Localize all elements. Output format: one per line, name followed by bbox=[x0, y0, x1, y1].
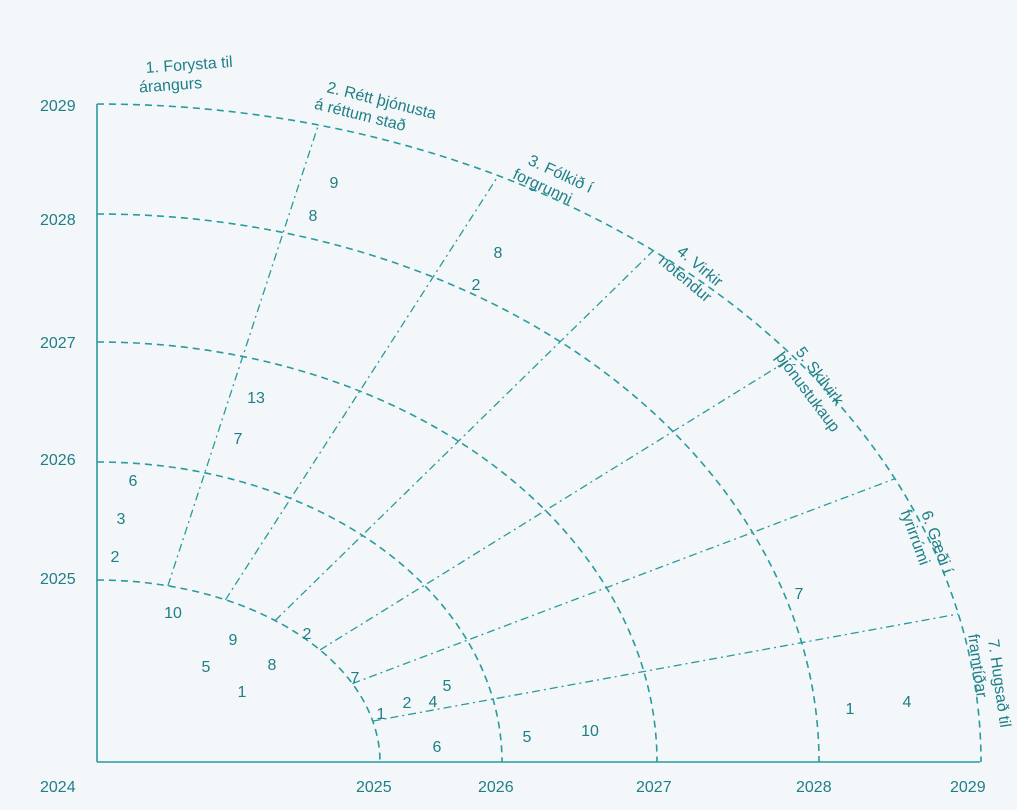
cell-count: 2 bbox=[111, 549, 120, 566]
year-ring-2028 bbox=[96, 213, 820, 763]
cell-count: 10 bbox=[581, 723, 599, 740]
year-label-bottom-2025: 2025 bbox=[356, 779, 392, 796]
year-ring-2027 bbox=[96, 341, 658, 763]
year-ring-2025 bbox=[96, 579, 381, 763]
segment-title-3: 3. Fólkið í forgrunni bbox=[510, 149, 599, 216]
cell-count: 8 bbox=[494, 245, 503, 262]
year-label-left-2028: 2028 bbox=[40, 212, 76, 229]
segment-title-6: 6. Gæði í fyrirrúmi bbox=[897, 501, 958, 587]
segment-title-2: 2. Rétt þjónusta á réttum stað bbox=[313, 77, 443, 142]
cell-count: 10 bbox=[164, 605, 182, 622]
cell-count: 2 bbox=[303, 626, 312, 643]
cell-count: 1 bbox=[238, 684, 247, 701]
cell-count: 5 bbox=[202, 659, 211, 676]
cell-count: 6 bbox=[129, 473, 138, 490]
cell-count: 1 bbox=[846, 701, 855, 718]
cell-count: 7 bbox=[795, 586, 804, 603]
segment-divider-2 bbox=[224, 175, 499, 601]
year-label-left-2029: 2029 bbox=[40, 98, 76, 115]
cell-count: 1 bbox=[377, 706, 386, 723]
cell-count: 3 bbox=[117, 511, 126, 528]
segment-title-1: 1. Forysta til árangurs bbox=[137, 54, 239, 97]
cell-count: 8 bbox=[268, 657, 277, 674]
segment-title-4: 4. Virkir notendur bbox=[655, 238, 729, 308]
cell-count: 9 bbox=[330, 175, 339, 192]
segment-divider-6 bbox=[372, 613, 959, 722]
cell-count: 2 bbox=[472, 277, 481, 294]
cell-count: 8 bbox=[309, 208, 318, 225]
cell-count: 9 bbox=[229, 632, 238, 649]
year-label-bottom-2027: 2027 bbox=[636, 779, 672, 796]
segment-title-5: 5. Skilvirk þjónustukaup bbox=[772, 338, 858, 436]
year-label-bottom-2028: 2028 bbox=[796, 779, 832, 796]
cell-count: 7 bbox=[351, 670, 360, 687]
year-label-bottom-2026: 2026 bbox=[478, 779, 514, 796]
segment-divider-1 bbox=[167, 124, 319, 587]
cell-count: 5 bbox=[523, 729, 532, 746]
year-label-origin-2024: 2024 bbox=[40, 779, 76, 796]
cell-count: 7 bbox=[234, 431, 243, 448]
year-ring-2026 bbox=[96, 461, 503, 763]
cell-count: 5 bbox=[443, 678, 452, 695]
cell-count: 4 bbox=[429, 694, 438, 711]
segment-divider-4 bbox=[319, 356, 794, 651]
segment-divider-3 bbox=[274, 250, 654, 622]
segment-dividers bbox=[167, 124, 959, 722]
cell-count: 4 bbox=[903, 694, 912, 711]
cell-count: 13 bbox=[247, 390, 265, 407]
segment-title-7: 7. Hugsað til framtíðar bbox=[964, 630, 1014, 735]
year-ring-2029 bbox=[96, 103, 982, 763]
cell-count: 2 bbox=[403, 695, 412, 712]
year-label-left-2026: 2026 bbox=[40, 452, 76, 469]
year-label-left-2025: 2025 bbox=[40, 571, 76, 588]
year-label-bottom-2029: 2029 bbox=[950, 779, 986, 796]
year-label-left-2027: 2027 bbox=[40, 335, 76, 352]
segment-divider-5 bbox=[352, 478, 896, 685]
year-rings bbox=[96, 103, 982, 763]
cell-count: 6 bbox=[433, 739, 442, 756]
